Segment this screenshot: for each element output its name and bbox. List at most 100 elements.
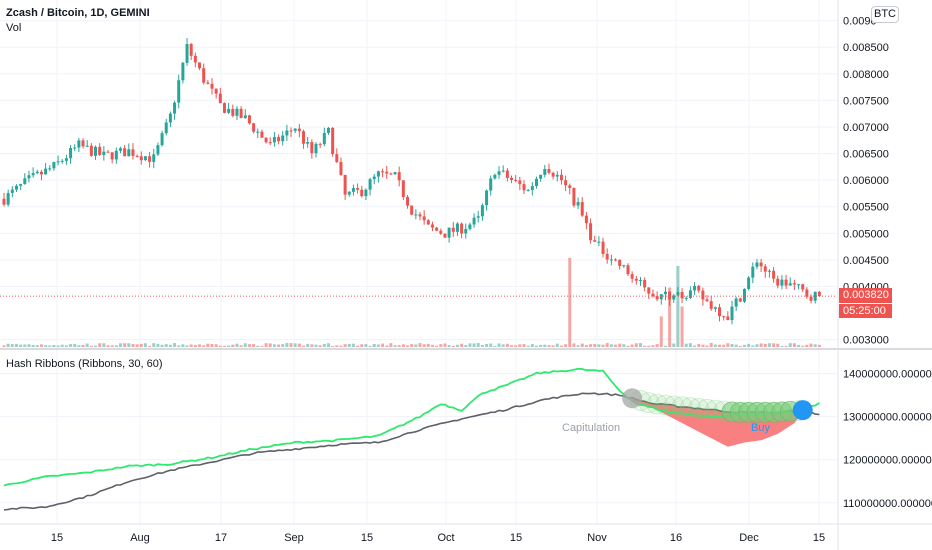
volume-bar xyxy=(247,344,251,347)
candle-body xyxy=(81,140,85,147)
capitulation-band-marker xyxy=(696,398,718,420)
volume-bar xyxy=(94,345,98,347)
volume-legend-label[interactable]: Vol xyxy=(6,22,22,34)
volume-bar xyxy=(601,344,605,347)
candle-body xyxy=(35,171,39,174)
candle-body xyxy=(551,172,555,177)
volume-bar xyxy=(385,345,389,347)
buy-label: Buy xyxy=(751,422,770,434)
candle-body xyxy=(114,150,118,160)
volume-bar xyxy=(489,343,493,347)
currency-badge[interactable]: BTC xyxy=(871,6,899,23)
candle-body xyxy=(414,214,418,216)
volume-bar xyxy=(306,343,310,347)
candle-body xyxy=(788,283,792,286)
volume-bar xyxy=(543,344,547,347)
volume-bar xyxy=(252,344,256,347)
candle-body xyxy=(281,135,285,142)
volume-bar xyxy=(64,345,68,347)
capitulation-band-marker xyxy=(663,395,685,417)
volume-bar xyxy=(410,344,414,347)
candle-body xyxy=(6,192,10,205)
price-axis[interactable]: 0.0090 0.008500 0.008000 0.007500 0.007000 0.… xyxy=(843,16,932,510)
volume-bar xyxy=(152,343,156,347)
volume-bar xyxy=(260,345,264,347)
indicator-title[interactable]: Hash Ribbons (Ribbons, 30, 60) xyxy=(6,358,163,370)
symbol-title[interactable]: Zcash / Bitcoin, 1D, GEMINI xyxy=(6,7,150,19)
price-tick-label: 0.004500 xyxy=(843,255,889,267)
candle-body xyxy=(85,145,89,147)
volume-bar xyxy=(222,345,226,347)
volume-bar xyxy=(589,344,593,347)
volume-bar xyxy=(35,345,39,347)
candle-body xyxy=(77,140,81,148)
volume-bar xyxy=(792,343,796,347)
volume-bar xyxy=(464,345,468,347)
candle-body xyxy=(693,285,697,291)
candle-body xyxy=(593,240,597,242)
volume-bar xyxy=(759,343,763,347)
volume-bar xyxy=(293,343,297,347)
candle-body xyxy=(543,168,547,175)
volume-bar xyxy=(614,344,618,347)
candle-body xyxy=(618,259,622,267)
candle-body xyxy=(584,215,588,224)
volume-bar xyxy=(351,343,355,347)
candle-body xyxy=(27,175,31,179)
candle-body xyxy=(772,270,776,279)
candle-body xyxy=(676,292,680,296)
volume-bar xyxy=(189,344,193,347)
volume-bar xyxy=(618,343,622,347)
countdown-badge: 05:25:00 xyxy=(839,304,892,318)
candle-body xyxy=(747,277,751,289)
candle-body xyxy=(139,156,143,161)
time-tick-label: Sep xyxy=(284,532,304,544)
volume-bar xyxy=(435,345,439,347)
candle-body xyxy=(647,287,651,294)
volume-bar xyxy=(476,343,480,347)
volume-bar xyxy=(347,343,351,347)
candle-body xyxy=(730,306,734,321)
candle-body xyxy=(322,132,326,145)
candle-body xyxy=(526,189,530,191)
volume-bar xyxy=(468,343,472,347)
volume-bar xyxy=(626,345,630,347)
candle-body xyxy=(738,298,742,302)
volume-bar xyxy=(193,344,197,347)
candle-body xyxy=(580,202,584,216)
volume-bar xyxy=(501,344,505,347)
candle-body xyxy=(385,171,389,174)
volume-bar xyxy=(439,344,443,347)
volume-bar xyxy=(318,345,322,347)
candle-body xyxy=(326,127,330,133)
slow-ribbon-line xyxy=(3,392,820,511)
volume-bar xyxy=(722,344,726,347)
candle-body xyxy=(310,142,314,154)
volume-bar xyxy=(701,344,705,347)
volume-bar xyxy=(510,345,514,347)
volume-bar xyxy=(127,343,131,347)
time-axis[interactable]: 15 Aug 17 Sep 15 Oct 15 Nov 16 Dec 15 xyxy=(51,532,825,544)
price-tick-label: 0.007500 xyxy=(843,95,889,107)
candle-body xyxy=(734,298,738,307)
volume-bar xyxy=(526,345,530,347)
volume-bar xyxy=(239,345,243,347)
candle-body xyxy=(680,292,684,299)
candle-body xyxy=(381,171,385,173)
volume-bar xyxy=(817,344,821,347)
candle-body xyxy=(60,160,64,162)
capitulation-area xyxy=(632,398,803,447)
volume-bar xyxy=(23,344,27,347)
volume-bar xyxy=(422,344,426,347)
volume-bar xyxy=(801,345,805,347)
candle-body xyxy=(817,291,821,297)
candle-body xyxy=(564,180,568,186)
candle-body xyxy=(94,146,98,156)
time-tick-label: Aug xyxy=(130,532,150,544)
volume-bar xyxy=(693,345,697,347)
volume-bar xyxy=(19,344,23,347)
candle-body xyxy=(813,291,817,301)
volume-bar xyxy=(451,345,455,347)
